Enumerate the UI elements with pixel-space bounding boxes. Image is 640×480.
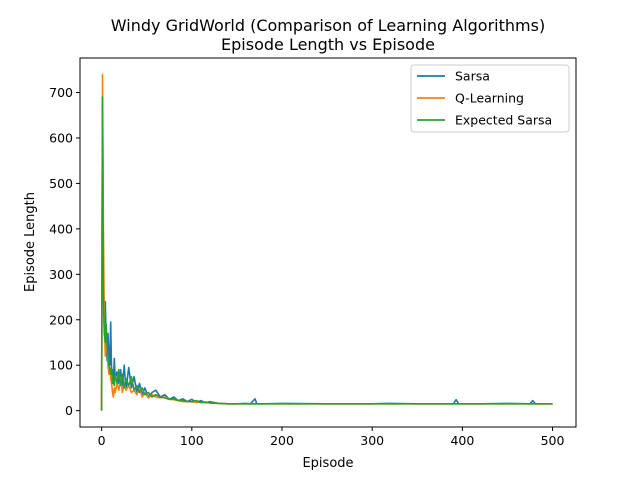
x-tick-label: 200	[270, 433, 294, 448]
y-tick-label: 400	[49, 221, 73, 236]
y-tick-label: 700	[49, 85, 73, 100]
y-tick-label: 300	[49, 267, 73, 282]
y-tick-label: 0	[65, 403, 73, 418]
legend-label: Q-Learning	[455, 91, 524, 106]
legend: Sarsa Q-Learning Expected Sarsa	[410, 64, 570, 133]
x-tick-label: 300	[360, 433, 384, 448]
x-tick-label: 0	[98, 433, 106, 448]
x-axis-label: Episode	[302, 456, 353, 471]
x-tick-label: 100	[180, 433, 204, 448]
x-tick-label: 400	[450, 433, 474, 448]
x-tick-label: 500	[541, 433, 565, 448]
legend-label: Sarsa	[455, 69, 490, 84]
chart-subtitle: Episode Length vs Episode	[221, 35, 435, 54]
series-line-sarsa	[100, 96, 553, 411]
y-tick-label: 200	[49, 312, 73, 327]
x-axis: 0 100 200 300 400 500	[98, 427, 565, 448]
chart-title: Windy GridWorld (Comparison of Learning …	[111, 16, 545, 35]
legend-label: Expected Sarsa	[455, 113, 552, 128]
y-tick-label: 600	[49, 130, 73, 145]
legend-box	[410, 64, 570, 133]
y-tick-label: 100	[49, 358, 73, 373]
plot-area	[100, 73, 553, 411]
y-tick-label: 500	[49, 176, 73, 191]
plot-frame	[79, 57, 577, 428]
y-axis: 0 100 200 300 400 500 600 700	[49, 85, 80, 418]
series-line-expected-sarsa	[100, 96, 553, 411]
y-axis-label: Episode Length	[23, 192, 38, 292]
